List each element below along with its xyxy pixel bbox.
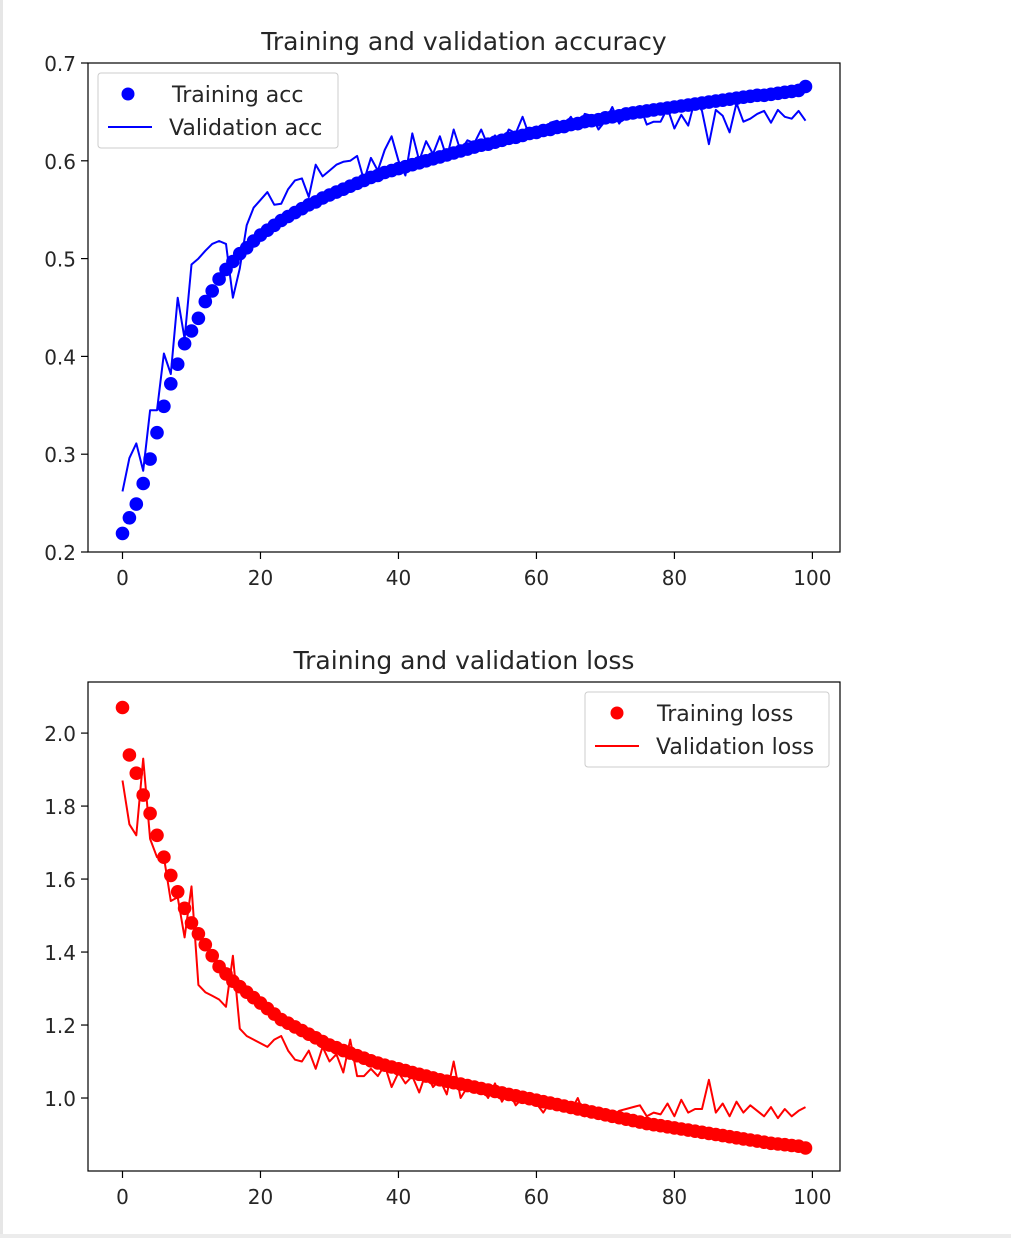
x-tick-label: 40 (386, 566, 411, 590)
plot-frame (87, 681, 841, 1172)
x-tick-label: 20 (248, 1185, 273, 1209)
training-acc-point (164, 377, 178, 391)
y-tick-label: 1.0 (44, 1087, 76, 1111)
training-acc-point (136, 476, 150, 491)
plot-area-markers (115, 700, 813, 1155)
y-tick-label: 0.2 (44, 541, 76, 565)
x-tick-label: 20 (248, 566, 273, 590)
legend-label-training-acc: Training acc (171, 83, 303, 108)
training-acc-point (798, 79, 813, 94)
validation-loss-line (121, 757, 806, 1120)
x-tick-label: 0 (116, 1185, 129, 1209)
training-acc-point (150, 425, 164, 440)
cell-border-left (0, 0, 3, 1238)
training-loss-point (129, 766, 144, 780)
accuracy-chart: Training and validation accuracy 0.20.30… (44, 27, 841, 590)
x-tick-label: 40 (386, 1185, 411, 1209)
plot-area-lines (121, 98, 807, 492)
x-tick-label: 80 (662, 1185, 687, 1209)
training-loss-point (798, 1141, 813, 1155)
legend-label-validation-loss: Validation loss (656, 735, 814, 760)
y-tick-label: 0.4 (44, 345, 76, 369)
training-loss-point (205, 948, 219, 963)
x-axis: 0 20 40 60 80 100 (116, 1171, 831, 1209)
legend-label-training-loss: Training loss (656, 702, 793, 727)
training-acc-point (170, 357, 185, 372)
chart-title: Training and validation loss (293, 646, 635, 675)
y-axis: 0.2 0.3 0.4 0.5 0.6 0.7 (44, 52, 88, 565)
training-acc-point (177, 336, 192, 351)
y-tick-label: 0.5 (44, 248, 76, 272)
training-loss-point (157, 850, 171, 864)
cell-border-bottom (0, 1234, 1011, 1238)
x-tick-label: 60 (524, 566, 549, 590)
x-axis: 0 20 40 60 80 100 (116, 552, 831, 590)
training-acc-point (143, 452, 157, 466)
training-loss-point (198, 937, 213, 952)
plot-frame (87, 62, 841, 553)
training-loss-point (150, 828, 164, 843)
y-tick-label: 2.0 (44, 722, 76, 746)
validation-acc-line (121, 98, 807, 492)
legend: Training acc Validation acc (97, 72, 339, 149)
training-loss-point (191, 927, 206, 941)
y-tick-label: 0.7 (44, 52, 76, 76)
training-loss-point (122, 748, 137, 762)
plot-area-lines (121, 757, 806, 1120)
x-tick-label: 100 (793, 566, 831, 590)
legend-marker-training-loss (610, 706, 624, 720)
y-tick-label: 1.2 (44, 1014, 76, 1038)
training-acc-point (184, 324, 199, 338)
training-loss-point (143, 806, 157, 821)
chart-title: Training and validation accuracy (260, 27, 667, 56)
y-tick-label: 0.3 (44, 443, 76, 467)
legend: Training loss Validation loss (584, 691, 830, 768)
x-tick-label: 80 (662, 566, 687, 590)
legend-box (97, 72, 339, 149)
y-tick-label: 1.6 (44, 868, 76, 892)
training-acc-point (129, 497, 144, 511)
training-loss-point (184, 916, 199, 930)
training-acc-point (212, 272, 226, 286)
training-acc-point (115, 526, 130, 541)
training-acc-point (122, 511, 137, 525)
y-tick-label: 1.4 (44, 941, 76, 965)
training-loss-point (170, 885, 185, 899)
x-tick-label: 0 (116, 566, 129, 590)
training-loss-point (115, 700, 130, 715)
legend-label-validation-acc: Validation acc (169, 116, 322, 141)
plot-area-markers (115, 79, 813, 541)
training-loss-point (136, 788, 150, 802)
loss-chart: Training and validation loss 1.01.21.41.… (44, 646, 841, 1209)
legend-box (584, 691, 830, 768)
training-loss-point (164, 868, 178, 883)
training-acc-point (198, 294, 213, 309)
training-acc-point (191, 311, 206, 326)
legend-marker-training-acc (121, 87, 135, 101)
training-acc-point (205, 284, 219, 298)
training-loss-point (177, 901, 192, 916)
y-axis: 1.0 1.2 1.4 1.6 1.8 2.0 (44, 722, 88, 1111)
x-tick-label: 60 (524, 1185, 549, 1209)
x-tick-label: 100 (793, 1185, 831, 1209)
training-acc-point (157, 399, 171, 414)
y-tick-label: 0.6 (44, 150, 76, 174)
y-tick-label: 1.8 (44, 795, 76, 819)
